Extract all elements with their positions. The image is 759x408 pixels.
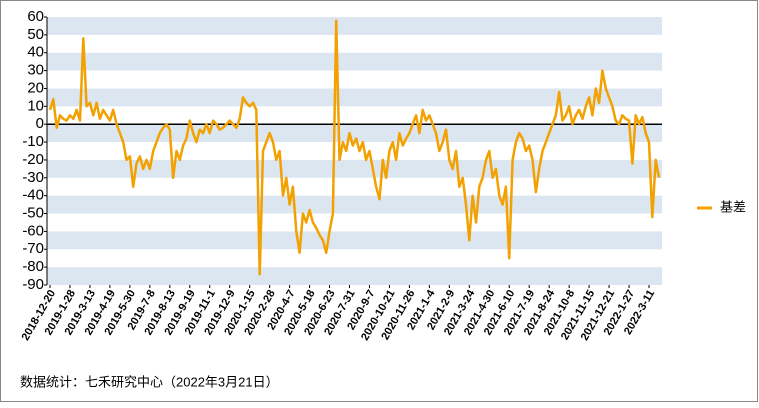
y-tick-label: -70 bbox=[22, 240, 44, 257]
grid-band bbox=[47, 88, 662, 107]
y-tick-label: -10 bbox=[22, 133, 44, 150]
grid-band bbox=[47, 267, 662, 285]
bands bbox=[47, 17, 662, 285]
y-tick-label: -30 bbox=[22, 169, 44, 186]
y-tick-label: 30 bbox=[27, 62, 44, 79]
grid-band bbox=[47, 195, 662, 214]
legend-label: 基差 bbox=[720, 199, 746, 214]
grid-band bbox=[47, 17, 662, 35]
grid-band bbox=[47, 231, 662, 250]
y-tick-label: -60 bbox=[22, 222, 44, 239]
y-tick-label: -20 bbox=[22, 151, 44, 168]
series-line bbox=[48, 19, 661, 276]
y-tick-label: 40 bbox=[27, 44, 44, 61]
y-tick-label: 20 bbox=[27, 79, 44, 96]
y-tick-label: -50 bbox=[22, 205, 44, 222]
y-tick-label: -80 bbox=[22, 258, 44, 275]
y-tick-label: 10 bbox=[27, 97, 44, 114]
grid-band bbox=[47, 124, 662, 143]
y-tick-label: -40 bbox=[22, 187, 44, 204]
grid-band bbox=[47, 52, 662, 71]
y-tick-label: 0 bbox=[36, 115, 44, 132]
source-note: 数据统计：七禾研究中心（2022年3月21日） bbox=[20, 374, 279, 389]
y-tick-label: 60 bbox=[27, 8, 44, 25]
y-tick-label: 50 bbox=[27, 26, 44, 43]
grid-band bbox=[47, 159, 662, 178]
y-tick-label: -90 bbox=[22, 276, 44, 293]
